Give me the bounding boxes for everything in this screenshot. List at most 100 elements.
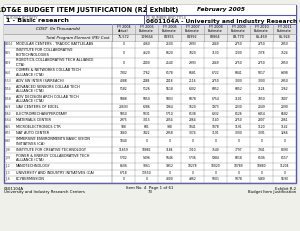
Text: 6454: 6454 bbox=[258, 112, 266, 116]
Text: 6754: 6754 bbox=[212, 97, 219, 101]
Text: 8606: 8606 bbox=[120, 164, 128, 168]
Text: 6582: 6582 bbox=[280, 112, 288, 116]
Text: 5803: 5803 bbox=[166, 97, 173, 101]
Text: 81992: 81992 bbox=[187, 36, 198, 40]
Text: UNIVERSITY AND INDUSTRY INITIATIVES (CA): UNIVERSITY AND INDUSTRY INITIATIVES (CA) bbox=[16, 171, 94, 175]
Text: FY 2009
Estimate: FY 2009 Estimate bbox=[231, 25, 246, 33]
Text: 10789: 10789 bbox=[234, 164, 243, 168]
Text: ADV SW INTER (SWREACH): ADV SW INTER (SWREACH) bbox=[16, 79, 64, 83]
Text: H65: H65 bbox=[5, 125, 11, 129]
Text: 3000: 3000 bbox=[235, 79, 242, 83]
Text: 81955: 81955 bbox=[164, 36, 175, 40]
Text: 6718: 6718 bbox=[120, 171, 127, 175]
Text: H09: H09 bbox=[5, 61, 11, 64]
Text: 0: 0 bbox=[260, 140, 262, 143]
Text: 7941: 7941 bbox=[258, 148, 265, 152]
Text: 2484: 2484 bbox=[143, 79, 150, 83]
Text: 7020: 7020 bbox=[189, 51, 196, 55]
Text: 0: 0 bbox=[284, 171, 286, 175]
Text: 2500: 2500 bbox=[166, 42, 173, 46]
Text: 3091: 3091 bbox=[258, 131, 266, 135]
Text: 7378: 7378 bbox=[258, 51, 265, 55]
Text: 0: 0 bbox=[169, 140, 170, 143]
Text: 1191: 1191 bbox=[235, 125, 242, 129]
Text: 6138: 6138 bbox=[189, 112, 196, 116]
Text: 2049: 2049 bbox=[258, 105, 266, 109]
Text: 5017: 5017 bbox=[258, 70, 266, 75]
Text: 0: 0 bbox=[214, 140, 217, 143]
Text: 2958: 2958 bbox=[166, 131, 173, 135]
Text: 2864: 2864 bbox=[189, 118, 196, 122]
Text: PE NUMBER AND TITLE: PE NUMBER AND TITLE bbox=[146, 16, 186, 20]
Text: 0601104A - University and Industry Research Centers: 0601104A - University and Industry Resea… bbox=[146, 18, 300, 24]
Text: 2975: 2975 bbox=[120, 118, 128, 122]
Text: 0: 0 bbox=[191, 171, 194, 175]
Text: 681: 681 bbox=[144, 125, 149, 129]
Text: 2030: 2030 bbox=[235, 105, 242, 109]
Text: FY 2007
Estimate: FY 2007 Estimate bbox=[185, 25, 200, 33]
Text: 4620: 4620 bbox=[142, 51, 150, 55]
Text: Exhibit R-2: Exhibit R-2 bbox=[275, 186, 296, 191]
Text: 73: 73 bbox=[148, 190, 152, 194]
Text: I553: I553 bbox=[5, 79, 12, 83]
Text: COST  (In Thousands): COST (In Thousands) bbox=[36, 27, 80, 31]
Text: 13550: 13550 bbox=[142, 171, 152, 175]
Bar bbox=[4, 5, 296, 182]
Text: 2950: 2950 bbox=[280, 61, 288, 64]
Text: J13: J13 bbox=[5, 171, 10, 175]
Text: 988: 988 bbox=[167, 125, 172, 129]
Text: H004: H004 bbox=[5, 42, 13, 46]
Text: H59: H59 bbox=[5, 105, 11, 109]
Text: University and Industry Research Centers: University and Industry Research Centers bbox=[4, 190, 85, 194]
Text: 7540: 7540 bbox=[212, 148, 219, 152]
Text: 0: 0 bbox=[122, 42, 124, 46]
Text: 5480: 5480 bbox=[258, 177, 266, 181]
Text: I454: I454 bbox=[5, 87, 12, 91]
Text: 2418: 2418 bbox=[166, 79, 173, 83]
Text: 0: 0 bbox=[191, 140, 194, 143]
Text: 6498: 6498 bbox=[280, 70, 288, 75]
Text: 7130: 7130 bbox=[212, 51, 219, 55]
Text: UAV CENTERS OF EXCEL: UAV CENTERS OF EXCEL bbox=[16, 105, 59, 109]
Text: 20693: 20693 bbox=[118, 105, 128, 109]
Text: 3140: 3140 bbox=[212, 118, 219, 122]
Text: 1620: 1620 bbox=[189, 105, 196, 109]
Text: 8090: 8090 bbox=[280, 148, 288, 152]
Text: 85,469: 85,469 bbox=[256, 36, 267, 40]
Text: 0: 0 bbox=[122, 51, 124, 55]
Text: 6126: 6126 bbox=[235, 112, 242, 116]
Text: 5888: 5888 bbox=[120, 97, 127, 101]
Text: 7200: 7200 bbox=[235, 51, 242, 55]
Text: ELECTROMECHANYPEROTARY: ELECTROMECHANYPEROTARY bbox=[16, 112, 68, 116]
Text: 83,770: 83,770 bbox=[232, 36, 244, 40]
Text: J12: J12 bbox=[5, 164, 10, 168]
Text: 7407: 7407 bbox=[281, 97, 288, 101]
Text: 0: 0 bbox=[146, 140, 148, 143]
Text: 2090: 2090 bbox=[280, 105, 288, 109]
Text: FY 2006
Estimate: FY 2006 Estimate bbox=[162, 25, 177, 33]
Text: 3191: 3191 bbox=[212, 131, 219, 135]
Text: 7262: 7262 bbox=[281, 87, 288, 91]
Text: 5736: 5736 bbox=[189, 156, 196, 160]
Text: 2750: 2750 bbox=[235, 61, 242, 64]
Bar bbox=[4, 5, 296, 15]
Text: 6157: 6157 bbox=[280, 156, 288, 160]
Text: Item No. 4  Page 1 of 61: Item No. 4 Page 1 of 61 bbox=[126, 186, 174, 191]
Text: 85,924: 85,924 bbox=[279, 36, 290, 40]
Text: 5078: 5078 bbox=[235, 177, 242, 181]
Text: 1 - Basic research: 1 - Basic research bbox=[6, 18, 69, 24]
Text: H05: H05 bbox=[5, 51, 11, 55]
Text: 7050: 7050 bbox=[258, 97, 266, 101]
Text: 7184: 7184 bbox=[166, 148, 173, 152]
Text: 3074: 3074 bbox=[189, 131, 196, 135]
Text: 5710: 5710 bbox=[166, 112, 173, 116]
Text: 7797: 7797 bbox=[235, 148, 242, 152]
Text: H73: H73 bbox=[5, 131, 11, 135]
Text: 10882: 10882 bbox=[142, 148, 151, 152]
Bar bbox=[4, 15, 296, 24]
Text: 2849: 2849 bbox=[212, 42, 219, 46]
Text: 1120: 1120 bbox=[258, 125, 265, 129]
Text: 5850: 5850 bbox=[142, 97, 150, 101]
Text: 7762: 7762 bbox=[143, 70, 150, 75]
Text: 1964: 1964 bbox=[166, 105, 173, 109]
